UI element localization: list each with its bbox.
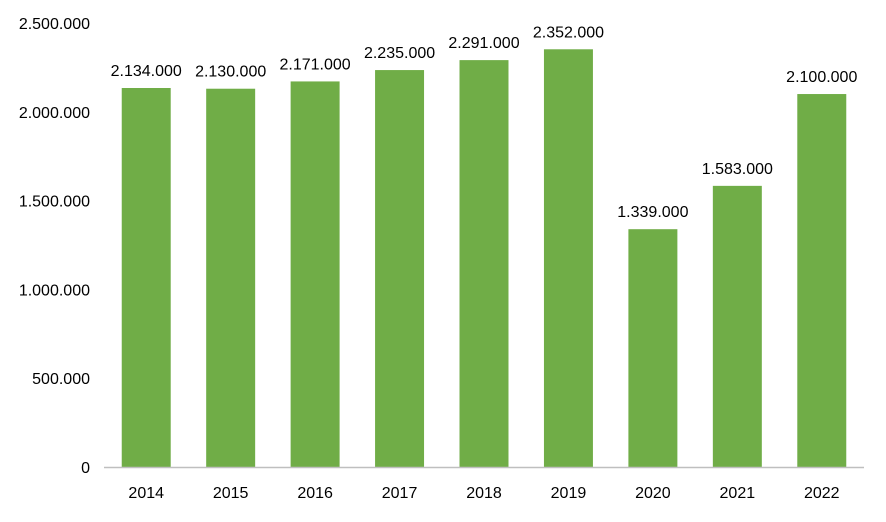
bar-2020 [628,229,678,467]
bar-2016 [290,81,340,468]
x-tick-label-2020: 2020 [635,485,671,502]
y-tick-label: 1.000.000 [19,282,90,299]
data-label-2017: 2.235.000 [364,45,435,62]
bar-2014 [121,88,171,468]
bar-2015 [206,88,256,467]
y-tick-label: 500.000 [32,371,90,388]
x-tick-label-2016: 2016 [297,485,333,502]
bar-2017 [375,70,425,468]
y-tick-label: 0 [81,460,90,477]
x-tick-label-2022: 2022 [804,485,840,502]
data-label-2016: 2.171.000 [280,56,351,73]
y-tick-label: 2.500.000 [19,16,90,33]
bar-2018 [459,60,509,467]
x-tick-label-2021: 2021 [720,485,756,502]
y-tick-label: 1.500.000 [19,194,90,211]
bar-2021 [712,185,762,468]
x-axis: 2014 2015 2016 2017 2018 2019 2020 2021 2022 [128,485,839,502]
x-tick-label-2017: 2017 [382,485,418,502]
x-tick-label-2019: 2019 [551,485,587,502]
y-tick-label: 2.000.000 [19,105,90,122]
y-axis: 0 500.000 1.000.000 1.500.000 2.000.000 2.500… [19,16,90,477]
data-label-2014: 2.134.000 [111,63,182,80]
data-label-2019: 2.352.000 [533,24,604,41]
bar-2022 [797,94,847,467]
x-tick-label-2018: 2018 [466,485,502,502]
data-labels: 2.134.000 2.130.000 2.171.000 2.235.000 2.29… [111,24,858,221]
x-tick-label-2014: 2014 [128,485,164,502]
data-label-2018: 2.291.000 [448,35,519,52]
bar-2019 [543,49,593,468]
data-label-2022: 2.100.000 [786,69,857,86]
bars [121,49,847,468]
data-label-2021: 1.583.000 [702,161,773,178]
data-label-2015: 2.130.000 [195,64,266,81]
x-tick-label-2015: 2015 [213,485,249,502]
data-label-2020: 1.339.000 [617,204,688,221]
